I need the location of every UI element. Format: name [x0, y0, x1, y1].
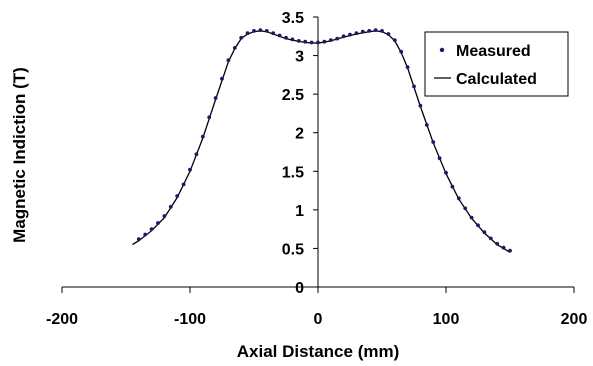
legend-measured-label: Measured: [456, 43, 531, 60]
measured-point: [456, 196, 461, 201]
plot-area: 0 0.5 1 1.5 2 2.5 3 3.5 -200 -100 0 100 200: [46, 10, 587, 328]
measured-point: [207, 115, 212, 120]
measured-point: [143, 232, 148, 237]
measured-point: [239, 35, 244, 40]
measured-point: [316, 40, 320, 45]
measured-point: [277, 33, 282, 38]
measured-point: [245, 31, 250, 36]
measured-point: [399, 49, 404, 54]
measured-point: [309, 40, 314, 45]
measured-point: [501, 245, 506, 250]
measured-point: [303, 39, 308, 44]
x-tick-label: 100: [433, 311, 460, 328]
measured-point: [386, 32, 391, 36]
y-tick-label: 0: [295, 280, 304, 297]
measured-point: [360, 29, 365, 34]
x-tick-label: 200: [561, 311, 588, 328]
measured-point: [367, 29, 372, 33]
measured-point: [348, 32, 352, 37]
measured-point: [168, 204, 173, 209]
measured-point: [232, 46, 237, 50]
measured-point: [431, 140, 436, 144]
y-ticks: 0 0.5 1 1.5 2 2.5 3 3.5: [282, 10, 318, 297]
x-axis-title: Axial Distance (mm): [237, 342, 400, 361]
measured-point: [149, 227, 154, 232]
measured-point: [495, 241, 500, 246]
x-tick-label: -200: [46, 311, 78, 328]
measured-point: [508, 248, 512, 253]
measured-point: [156, 221, 160, 225]
measured-point: [335, 36, 340, 41]
measured-point: [200, 134, 205, 139]
y-tick-label: 0.5: [282, 241, 304, 258]
x-tick-label: 0: [314, 311, 323, 328]
measured-point: [405, 65, 410, 69]
measured-point: [476, 223, 480, 228]
measured-point: [469, 215, 474, 220]
measured-point: [175, 194, 180, 198]
measured-point: [322, 39, 327, 44]
measured-point: [354, 31, 359, 36]
measured-point: [162, 214, 167, 218]
measured-point: [424, 123, 429, 127]
measured-point: [188, 167, 192, 172]
measured-point: [463, 206, 468, 211]
measured-point: [226, 58, 231, 63]
legend-calculated-label: Calculated: [456, 71, 537, 88]
measured-point: [373, 28, 378, 32]
measured-series: [136, 28, 512, 253]
y-axis-title: Magnetic Indiction (T): [10, 67, 29, 243]
measured-point: [296, 39, 301, 43]
y-tick-label: 3.5: [282, 10, 304, 27]
measured-point: [341, 34, 346, 39]
measured-point: [220, 76, 224, 81]
measured-point: [418, 103, 423, 108]
measured-point: [258, 28, 263, 32]
measured-point: [482, 230, 487, 235]
measured-point: [181, 182, 186, 187]
measured-point: [136, 237, 141, 242]
x-tick-label: -100: [174, 311, 206, 328]
y-tick-label: 1.5: [282, 164, 304, 181]
y-tick-label: 3: [295, 49, 304, 66]
x-ticks: -200 -100 0 100 200: [46, 287, 587, 328]
y-tick-label: 2.5: [282, 87, 304, 104]
measured-point: [213, 96, 218, 100]
measured-point: [437, 156, 442, 161]
measured-point: [450, 184, 455, 189]
measured-point: [328, 38, 333, 42]
measured-point: [380, 29, 384, 33]
measured-point: [444, 170, 448, 175]
measured-point: [290, 37, 295, 42]
y-tick-label: 1: [295, 203, 304, 220]
measured-point: [488, 236, 493, 241]
measured-point: [252, 29, 256, 33]
legend: Measured Calculated: [424, 31, 569, 97]
measured-point: [271, 31, 276, 36]
measured-point: [392, 38, 397, 42]
measured-point: [264, 29, 269, 33]
measured-point: [194, 152, 199, 157]
measured-point: [412, 84, 416, 89]
y-tick-label: 2: [295, 126, 304, 143]
legend-measured-marker: [439, 47, 445, 53]
legend-box: [424, 31, 569, 97]
measured-point: [284, 35, 288, 40]
